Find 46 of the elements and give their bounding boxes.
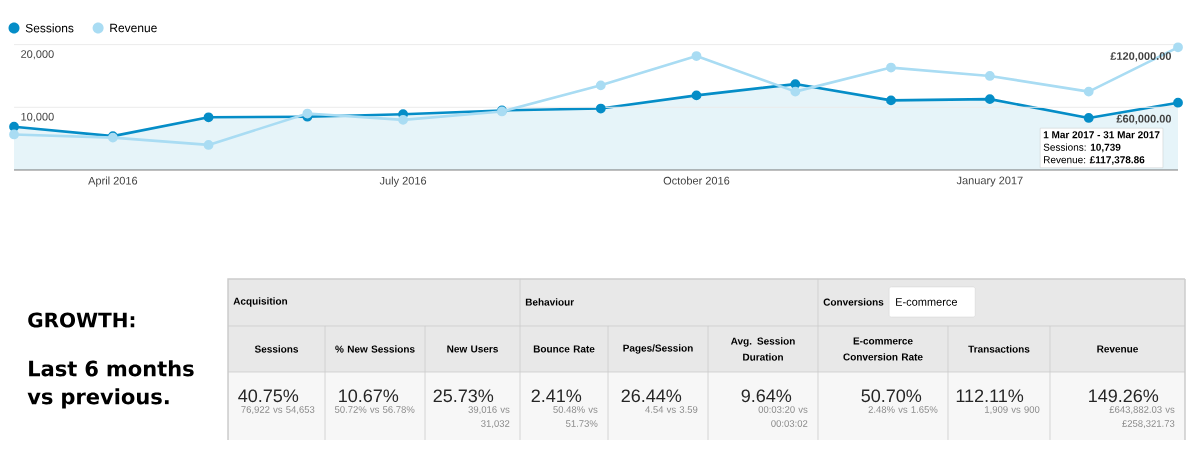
text: Acquisition bbox=[233, 297, 288, 307]
y2-tick-label: £120,000.00 bbox=[1110, 52, 1172, 62]
text: 9.64% bbox=[741, 389, 792, 403]
text: % New Sessions bbox=[335, 345, 415, 353]
text: Transactions bbox=[968, 345, 1030, 353]
y-tick-label: 10,000 bbox=[21, 112, 54, 122]
text: Sessions bbox=[254, 345, 299, 353]
text: E-commerce Conversion Rate bbox=[843, 337, 923, 361]
text: Revenue bbox=[1097, 345, 1138, 353]
text: 4.54 vs 3.59 bbox=[645, 406, 698, 413]
annotation: Sessions: 10,739 bbox=[1043, 143, 1121, 153]
text: 50.72% vs 56.78% bbox=[334, 406, 415, 413]
x-tick-label: October 2016 bbox=[663, 176, 730, 185]
x-tick-label: April 2016 bbox=[88, 176, 138, 187]
text: £643,882.03 vs £258,321.73 bbox=[1109, 406, 1175, 429]
text: 25.73% bbox=[433, 389, 494, 403]
text: 1,909 vs 900 bbox=[985, 406, 1040, 415]
annotation: Revenue: £117,378.86 bbox=[1044, 156, 1145, 165]
x-tick-label: July 2016 bbox=[379, 176, 427, 187]
text: 112.11% bbox=[956, 389, 1024, 403]
text: GROWTH: bbox=[28, 312, 135, 328]
text: 50.48% vs 51.73% bbox=[553, 406, 598, 427]
text: 40.75% bbox=[238, 389, 299, 403]
text: 149.26% bbox=[1089, 389, 1159, 403]
text: Pages/Session bbox=[623, 344, 693, 354]
text: New Users bbox=[447, 345, 498, 353]
text: 39,016 vs 31,032 bbox=[468, 406, 510, 429]
text: 00:03:20 vs 00:03:02 bbox=[758, 406, 808, 427]
legend-label: Revenue bbox=[110, 23, 157, 33]
text: Behaviour bbox=[525, 298, 574, 306]
text: 50.70% bbox=[861, 389, 922, 403]
text: Avg. Session Duration bbox=[730, 337, 795, 361]
text: 76,922 vs 54,653 bbox=[241, 406, 315, 415]
text: 10.67% bbox=[339, 389, 399, 403]
legend-label: Sessions bbox=[25, 23, 74, 33]
annotation: 1 Mar 2017 - 31 Mar 2017 bbox=[1043, 131, 1160, 139]
y-tick-label: 20,000 bbox=[21, 50, 54, 60]
text: E-commerce bbox=[896, 298, 958, 306]
text: 2.48% vs 1.65% bbox=[868, 406, 938, 413]
text: Last 6 months vs previous. bbox=[27, 360, 194, 409]
x-tick-label: January 2017 bbox=[956, 176, 1023, 187]
text: Conversions bbox=[823, 298, 884, 306]
text: 26.44% bbox=[621, 389, 682, 403]
text: Bounce Rate bbox=[533, 345, 595, 353]
text: 2.41% bbox=[531, 389, 582, 403]
y2-tick-label: £60,000.00 bbox=[1116, 114, 1172, 125]
